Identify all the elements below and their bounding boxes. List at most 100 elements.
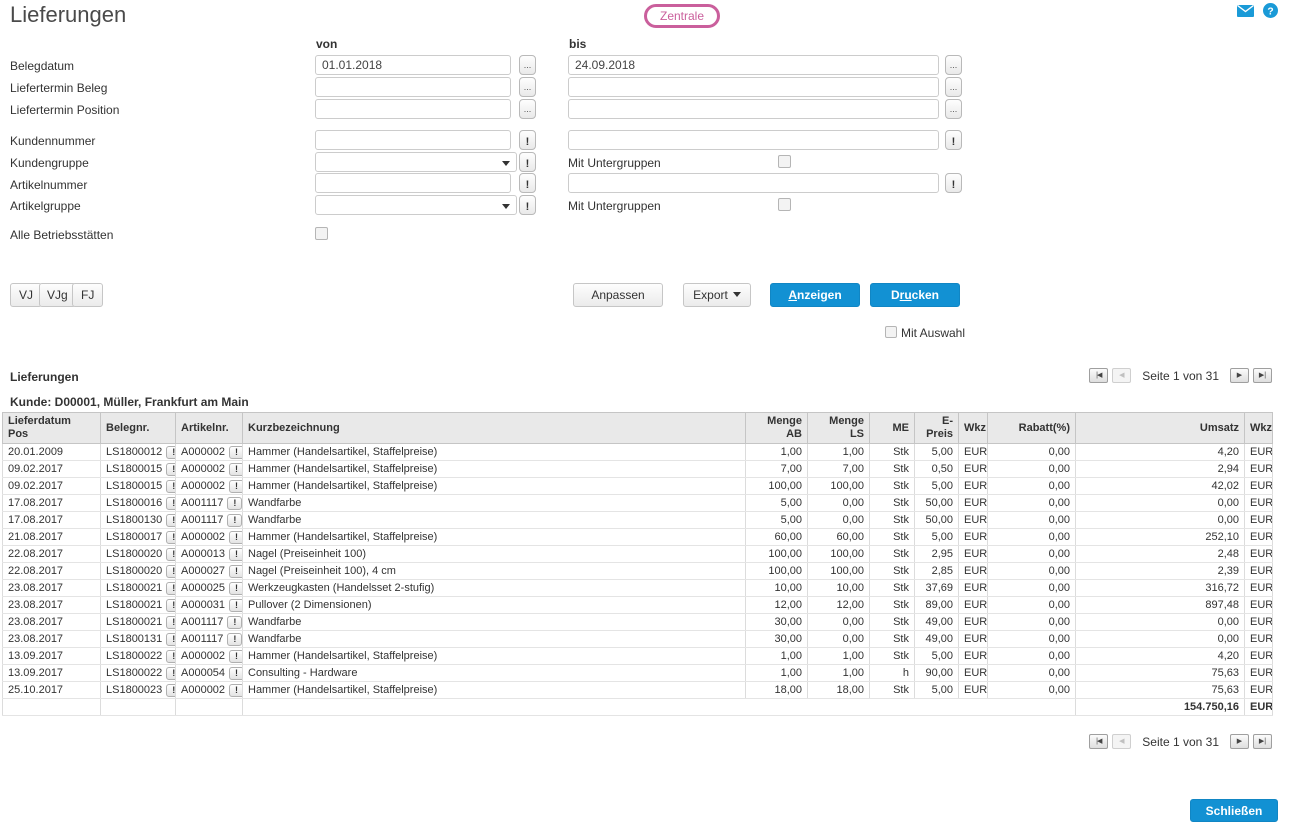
mit-untergruppen-kunden-checkbox[interactable] <box>778 155 791 168</box>
row-lookup-button[interactable] <box>166 462 175 476</box>
table-cell: 0,00 <box>987 647 1076 665</box>
row-lookup-button[interactable] <box>166 581 175 595</box>
belegdatum-von-picker-button[interactable] <box>519 55 536 75</box>
row-lookup-button[interactable] <box>229 547 242 561</box>
alle-betriebsstaetten-checkbox[interactable] <box>315 227 328 240</box>
table-cell: 90,00 <box>914 664 959 682</box>
row-lookup-button[interactable] <box>227 513 242 527</box>
column-header: Lieferdatum Pos <box>2 412 101 444</box>
kundennummer-von-input[interactable] <box>315 130 511 150</box>
kundennummer-von-lookup-button[interactable] <box>519 130 536 150</box>
belegdatum-bis-input[interactable] <box>568 55 939 75</box>
artikelgruppe-lookup-button[interactable] <box>519 195 536 215</box>
row-lookup-button[interactable] <box>227 496 242 510</box>
artikelnummer-bis-input[interactable] <box>568 173 939 193</box>
belegnr-value: LS1800021 <box>106 599 163 611</box>
belegdatum-bis-picker-button[interactable] <box>945 55 962 75</box>
table-cell: LS1800012 <box>100 443 176 461</box>
row-lookup-button[interactable] <box>227 632 242 646</box>
artikelgruppe-select[interactable] <box>315 195 517 215</box>
liefertermin-position-bis-input[interactable] <box>568 99 939 119</box>
row-lookup-button[interactable] <box>166 649 175 663</box>
row-lookup-button[interactable] <box>166 530 175 544</box>
artikelnummer-von-input[interactable] <box>315 173 511 193</box>
anpassen-button[interactable]: Anpassen <box>573 283 663 307</box>
table-cell: LS1800015 <box>100 477 176 495</box>
page-prev-button[interactable] <box>1112 734 1132 749</box>
table-cell: 0,00 <box>987 630 1076 648</box>
row-lookup-button[interactable] <box>229 530 242 544</box>
row-lookup-button[interactable] <box>166 513 175 527</box>
page-last-button[interactable] <box>1253 368 1272 383</box>
row-lookup-button[interactable] <box>166 547 175 561</box>
table-cell: 21.08.2017 <box>2 528 101 546</box>
liefertermin-beleg-von-picker-button[interactable] <box>519 77 536 97</box>
row-lookup-button[interactable] <box>229 445 242 459</box>
page-next-button[interactable] <box>1230 734 1249 749</box>
help-icon[interactable]: ? <box>1263 3 1278 18</box>
row-lookup-button[interactable] <box>166 598 175 612</box>
row-lookup-button[interactable] <box>166 496 175 510</box>
table-cell: LS1800022 <box>100 647 176 665</box>
row-lookup-button[interactable] <box>166 479 175 493</box>
vjg-button[interactable]: VJg <box>39 283 76 307</box>
row-lookup-button[interactable] <box>166 666 175 680</box>
schliessen-button[interactable]: Schließen <box>1190 799 1278 822</box>
table-row: 17.08.2017LS1800130A001117Wandfarbe5,000… <box>2 511 1273 529</box>
table-cell: 42,02 <box>1075 477 1245 495</box>
artikelnummer-von-lookup-button[interactable] <box>519 173 536 193</box>
table-cell: Wandfarbe <box>242 630 746 648</box>
mit-auswahl-checkbox[interactable] <box>885 326 897 338</box>
drucken-button[interactable]: Drucken <box>870 283 960 307</box>
page-next-button[interactable] <box>1230 368 1249 383</box>
row-lookup-button[interactable] <box>229 581 242 595</box>
page-prev-button[interactable] <box>1112 368 1132 383</box>
table-cell <box>175 698 243 716</box>
kundennummer-bis-lookup-button[interactable] <box>945 130 962 150</box>
kundengruppe-lookup-button[interactable] <box>519 152 536 172</box>
page-first-button[interactable] <box>1089 368 1109 383</box>
mit-untergruppen-artikel-checkbox[interactable] <box>778 198 791 211</box>
row-lookup-button[interactable] <box>229 598 242 612</box>
kundennummer-bis-input[interactable] <box>568 130 939 150</box>
row-lookup-button[interactable] <box>166 683 175 697</box>
page-first-button[interactable] <box>1089 734 1109 749</box>
page-last-button[interactable] <box>1253 734 1272 749</box>
table-cell: 09.02.2017 <box>2 460 101 478</box>
row-lookup-button[interactable] <box>229 564 242 578</box>
liefertermin-beleg-bis-picker-button[interactable] <box>945 77 962 97</box>
table-cell: 7,00 <box>745 460 808 478</box>
table-cell: EUR <box>958 664 988 682</box>
mail-icon[interactable] <box>1237 4 1254 17</box>
row-lookup-button[interactable] <box>166 615 175 629</box>
vj-button[interactable]: VJ <box>10 283 43 307</box>
row-lookup-button[interactable] <box>229 666 242 680</box>
kundengruppe-select[interactable] <box>315 152 517 172</box>
table-cell: 50,00 <box>914 511 959 529</box>
liefertermin-position-bis-picker-button[interactable] <box>945 99 962 119</box>
table-cell: 37,69 <box>914 579 959 597</box>
artikelnummer-bis-lookup-button[interactable] <box>945 173 962 193</box>
liefertermin-position-von-picker-button[interactable] <box>519 99 536 119</box>
row-lookup-button[interactable] <box>229 479 242 493</box>
row-lookup-button[interactable] <box>166 564 175 578</box>
liefertermin-beleg-von-input[interactable] <box>315 77 511 97</box>
belegdatum-von-input[interactable] <box>315 55 511 75</box>
table-cell: 60,00 <box>807 528 870 546</box>
fj-button[interactable]: FJ <box>72 283 104 307</box>
table-cell: LS1800015 <box>100 460 176 478</box>
row-lookup-button[interactable] <box>166 632 175 646</box>
row-lookup-button[interactable] <box>166 445 175 459</box>
table-cell: Stk <box>869 477 915 495</box>
row-lookup-button[interactable] <box>229 683 242 697</box>
liefertermin-position-von-input[interactable] <box>315 99 511 119</box>
row-lookup-button[interactable] <box>229 649 242 663</box>
liefertermin-beleg-bis-input[interactable] <box>568 77 939 97</box>
row-lookup-button[interactable] <box>227 615 242 629</box>
zentrale-button[interactable]: Zentrale <box>644 4 721 28</box>
row-lookup-button[interactable] <box>229 462 242 476</box>
anzeigen-button[interactable]: Anzeigen <box>770 283 860 307</box>
table-cell: 13.09.2017 <box>2 647 101 665</box>
table-cell: 1,00 <box>745 664 808 682</box>
export-button[interactable]: Export <box>683 283 751 307</box>
